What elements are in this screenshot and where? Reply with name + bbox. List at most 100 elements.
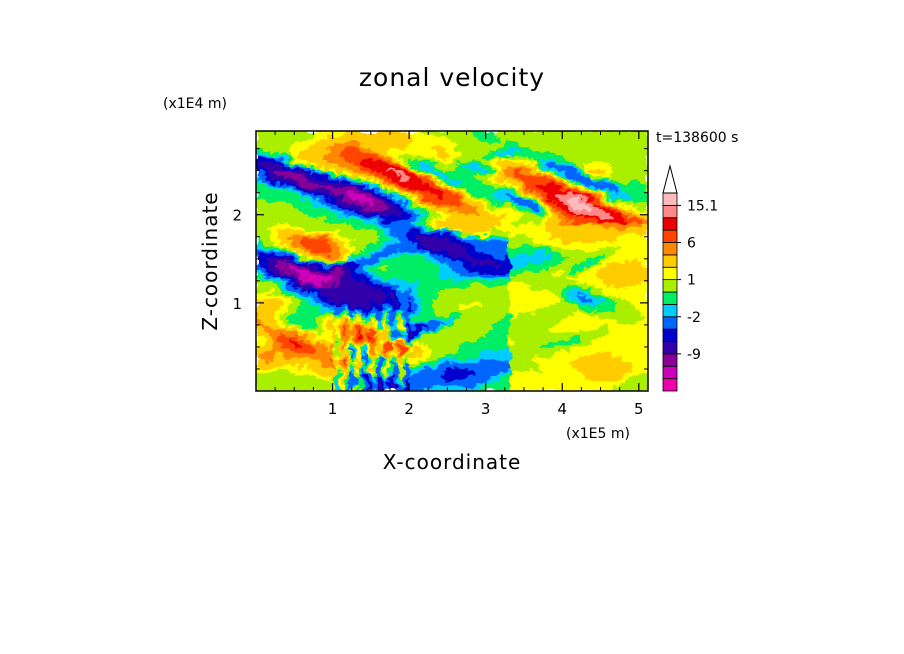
heatmap-cell	[626, 343, 631, 348]
heatmap-cell	[473, 320, 477, 324]
heatmap-cell	[436, 302, 441, 306]
heatmap-cell	[376, 328, 381, 333]
heatmap-cell	[488, 334, 492, 339]
heatmap-cell	[530, 290, 535, 295]
heatmap-cell	[602, 278, 607, 283]
heatmap-cell	[530, 281, 535, 286]
heatmap-cell	[542, 299, 547, 303]
heatmap-cell	[433, 355, 438, 360]
heatmap-cell	[581, 349, 586, 354]
heatmap-cell	[412, 373, 417, 377]
heatmap-cell	[304, 331, 308, 336]
heatmap-cell	[349, 305, 354, 309]
heatmap-cell	[515, 302, 519, 306]
heatmap-cell	[433, 284, 438, 289]
heatmap-cell	[593, 334, 598, 339]
heatmap-cell	[325, 382, 329, 386]
heatmap-cell	[599, 364, 604, 368]
heatmap-cell	[524, 302, 528, 306]
heatmap-cell	[476, 355, 480, 360]
heatmap-cell	[488, 367, 492, 371]
heatmap-cell	[500, 311, 504, 315]
heatmap-cell	[623, 287, 628, 292]
heatmap-cell	[563, 287, 568, 292]
heatmap-cell	[482, 376, 486, 380]
heatmap-cell	[644, 308, 648, 312]
heatmap-cell	[262, 320, 266, 324]
heatmap-cell	[518, 328, 522, 333]
heatmap-cell	[382, 388, 387, 391]
heatmap-cell	[307, 305, 311, 309]
heatmap-cell	[292, 352, 296, 357]
heatmap-cell	[524, 340, 528, 345]
heatmap-cell	[274, 299, 278, 303]
heatmap-cell	[394, 388, 399, 391]
heatmap-cell	[509, 382, 513, 386]
heatmap-cell	[262, 370, 266, 374]
heatmap-cell	[464, 293, 468, 298]
heatmap-cell	[644, 343, 648, 348]
heatmap-cell	[262, 382, 266, 386]
heatmap-cell	[268, 388, 272, 391]
heatmap-cell	[349, 278, 354, 283]
heatmap-cell	[397, 334, 402, 339]
heatmap-cell	[452, 317, 456, 321]
heatmap-cell	[277, 281, 281, 286]
heatmap-cell	[421, 364, 426, 368]
heatmap-cell	[274, 326, 278, 330]
heatmap-cell	[488, 293, 492, 298]
heatmap-cell	[412, 281, 417, 286]
heatmap-cell	[256, 343, 260, 348]
heatmap-cell	[448, 376, 453, 380]
heatmap-cell	[509, 331, 513, 336]
heatmap-cell	[575, 317, 580, 321]
heatmap-cell	[268, 326, 272, 330]
heatmap-cell	[301, 331, 305, 336]
heatmap-cell	[361, 320, 366, 324]
heatmap-cell	[641, 364, 646, 368]
heatmap-cell	[518, 320, 522, 324]
heatmap-cell	[382, 379, 387, 383]
heatmap-cell	[424, 317, 429, 321]
heatmap-cell	[271, 326, 275, 330]
heatmap-cell	[467, 343, 471, 348]
heatmap-cell	[503, 311, 507, 315]
heatmap-cell	[307, 323, 311, 327]
heatmap-cell	[382, 284, 387, 289]
heatmap-cell	[436, 373, 441, 377]
heatmap-cell	[355, 370, 360, 374]
heatmap-cell	[605, 340, 610, 345]
heatmap-cell	[397, 388, 402, 391]
heatmap-cell	[442, 382, 447, 386]
heatmap-cell	[427, 331, 432, 336]
heatmap-cell	[307, 388, 311, 391]
heatmap-cell	[548, 284, 553, 289]
heatmap-cell	[494, 346, 498, 351]
heatmap-cell	[614, 382, 619, 386]
heatmap-cell	[391, 358, 396, 363]
heatmap-cell	[259, 367, 263, 371]
heatmap-cell	[536, 314, 541, 318]
heatmap-cell	[470, 349, 474, 354]
heatmap-cell	[343, 373, 348, 377]
heatmap-cell	[328, 314, 332, 318]
heatmap-cell	[596, 334, 601, 339]
heatmap-cell	[587, 314, 592, 318]
heatmap-cell	[575, 326, 580, 330]
heatmap-cell	[536, 379, 541, 383]
heatmap-cell	[280, 311, 284, 315]
heatmap-cell	[433, 346, 438, 351]
heatmap-cell	[439, 364, 444, 368]
heatmap-cell	[479, 311, 483, 315]
heatmap-cell	[635, 337, 640, 342]
heatmap-cell	[289, 355, 293, 360]
heatmap-cell	[491, 370, 495, 374]
heatmap-cell	[310, 367, 314, 371]
heatmap-cell	[638, 346, 643, 351]
heatmap-cell	[563, 364, 568, 368]
heatmap-cell	[530, 358, 535, 363]
heatmap-cell	[494, 349, 498, 354]
heatmap-cell	[415, 361, 420, 365]
heatmap-cell	[367, 308, 372, 312]
heatmap-cell	[512, 358, 516, 363]
